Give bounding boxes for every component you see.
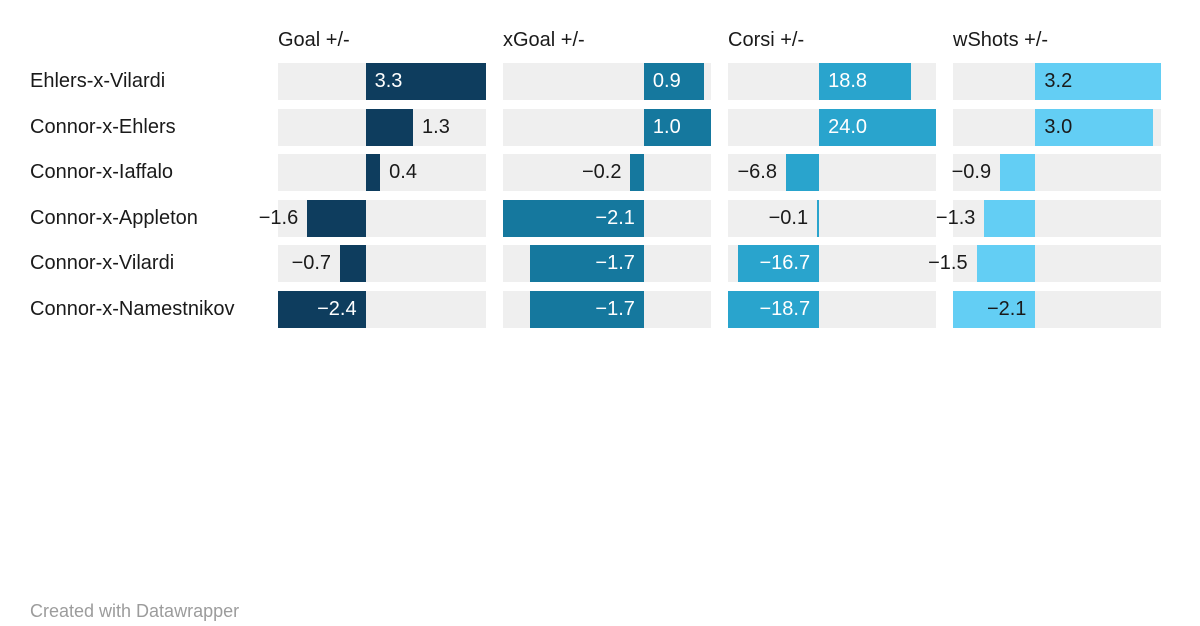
bar-track: 3.3 [278, 63, 486, 100]
bar [737, 245, 820, 283]
bar-track: 1.3 [278, 108, 486, 146]
bar-value-label: −0.2 [582, 161, 622, 184]
bar-track: 1.0 [503, 108, 711, 146]
bar [365, 154, 381, 192]
row-label: Connor-x-Appleton [30, 206, 198, 229]
bar-track: 0.9 [503, 63, 711, 100]
bar-value-label: 0.4 [389, 161, 417, 184]
bar-track: −16.7 [728, 245, 936, 283]
bar-track: −2.4 [278, 290, 486, 328]
bar-track: −1.7 [503, 245, 711, 283]
column-header: wShots +/- [953, 29, 1049, 51]
bar-track: −1.3 [936, 199, 1161, 237]
bar [529, 290, 644, 328]
bar-value-label: −2.1 [986, 297, 1027, 320]
bar-track: 18.8 [728, 63, 936, 100]
bar-value-label: −6.8 [737, 161, 777, 184]
bar-value-label: 1.3 [422, 115, 450, 138]
table-row: Connor-x-Iaffalo 0.4 −0.2 −6.8 −0.9 [0, 154, 1200, 192]
bar [976, 245, 1036, 283]
bar [529, 245, 644, 283]
bar [643, 108, 711, 146]
bar-track: −1.6 [259, 199, 486, 237]
bar-track: −2.1 [953, 290, 1161, 328]
bar [819, 63, 911, 100]
bar-track: −1.7 [503, 290, 711, 328]
bar [817, 199, 820, 237]
row-label: Connor-x-Namestnikov [30, 297, 235, 320]
column-header-row: Goal +/- xGoal +/- Corsi +/- wShots +/- [0, 26, 1200, 52]
row-label: Ehlers-x-Vilardi [30, 70, 166, 92]
bar-value-label: −2.1 [595, 206, 635, 229]
table-row: Connor-x-Namestnikov −2.4 −1.7 −18.7 −2.1 [0, 290, 1200, 328]
bar [984, 199, 1036, 237]
bar-value-label: −1.6 [258, 206, 299, 229]
bar-value-label: −16.7 [759, 252, 811, 275]
rows-container: Ehlers-x-Vilardi 3.3 0.9 18.8 3.2 Connor-x-Eh… [0, 63, 1200, 328]
bar-value-label: 0.9 [652, 70, 681, 92]
bar-value-label: −0.7 [291, 252, 332, 275]
bar [340, 245, 366, 283]
bar [643, 63, 705, 100]
bar [1035, 108, 1154, 146]
bar-track: −6.8 [728, 154, 936, 192]
column-header-cell: wShots +/- [953, 29, 1161, 52]
bar-track: 3.0 [953, 108, 1161, 146]
table-row: Connor-x-Ehlers 1.3 1.0 24.0 3.0 [0, 108, 1200, 146]
bar-track: −1.5 [928, 245, 1161, 283]
column-header: xGoal +/- [503, 29, 585, 51]
bar-track: −0.9 [951, 154, 1161, 192]
bar-value-label: 18.8 [828, 70, 868, 92]
bar [365, 108, 414, 146]
row-label: Connor-x-Ehlers [30, 115, 176, 138]
column-header-cell: Goal +/- [278, 29, 486, 52]
bar-value-label: −1.7 [595, 252, 635, 275]
bar-track: −2.1 [503, 199, 711, 237]
bar-value-label: 1.0 [652, 115, 681, 138]
bar [1000, 154, 1036, 192]
bar-value-label: 24.0 [828, 115, 868, 138]
column-header: Goal +/- [278, 29, 350, 51]
bar-value-label: −0.1 [768, 206, 809, 229]
bar-value-label: −1.3 [935, 206, 976, 229]
bar-value-label: 3.3 [374, 70, 403, 92]
bar-value-label: −1.5 [928, 252, 968, 275]
bar-track: 3.2 [953, 63, 1161, 100]
table-row: Ehlers-x-Vilardi 3.3 0.9 18.8 3.2 [0, 63, 1200, 100]
bar-value-label: −2.4 [317, 297, 357, 320]
row-label: Connor-x-Iaffalo [30, 161, 174, 184]
bar-value-label: −18.7 [759, 297, 811, 320]
datawrapper-split-bars-chart: Goal +/- xGoal +/- Corsi +/- wShots +/- Ehl… [0, 26, 1200, 626]
bar-value-label: 3.0 [1044, 115, 1073, 138]
bar [953, 290, 1036, 328]
bar-value-label: 3.2 [1044, 70, 1073, 92]
column-header-cell: xGoal +/- [503, 29, 711, 52]
bar-track: −18.7 [728, 290, 936, 328]
bar [728, 290, 820, 328]
bar-track: 24.0 [728, 108, 936, 146]
bar [278, 290, 366, 328]
table-row: Connor-x-Vilardi −0.7 −1.7 −16.7 −1.5 [0, 245, 1200, 283]
table-row: Connor-x-Appleton −1.6 −2.1 −0.1 −1.3 [0, 199, 1200, 237]
bar-track: −0.7 [278, 245, 486, 283]
column-header: Corsi +/- [728, 29, 805, 51]
row-label: Connor-x-Vilardi [30, 252, 175, 275]
bar [503, 199, 644, 237]
bar [307, 199, 366, 237]
bar-value-label: −1.7 [595, 297, 635, 320]
datawrapper-attribution-link[interactable]: Created with Datawrapper [30, 601, 240, 621]
bar-track: 0.4 [278, 154, 486, 192]
bar [785, 154, 820, 192]
bar [819, 108, 936, 146]
bar [630, 154, 644, 192]
bar-track: −0.1 [728, 199, 936, 237]
column-header-cell: Corsi +/- [728, 29, 936, 52]
bar [1035, 63, 1161, 100]
bar-track: −0.2 [503, 154, 711, 192]
bar [365, 63, 486, 100]
bar-value-label: −0.9 [951, 161, 992, 184]
